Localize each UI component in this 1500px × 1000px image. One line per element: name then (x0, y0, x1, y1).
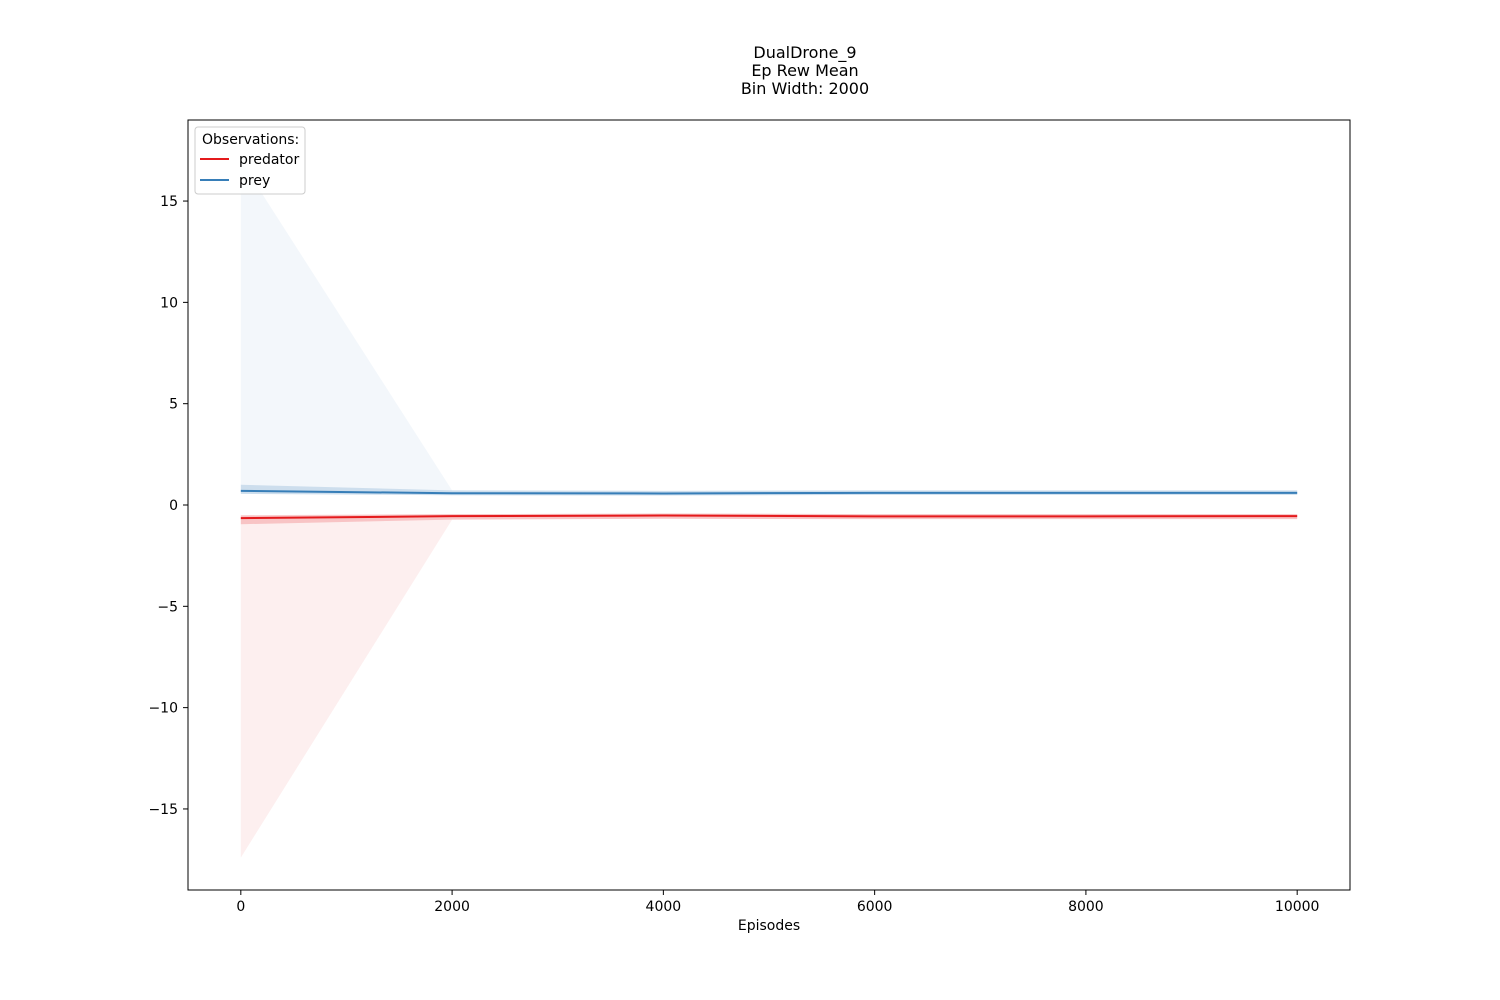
x-tick-label: 4000 (646, 899, 682, 915)
chart-title-line-3: Bin Width: 2000 (741, 79, 869, 98)
x-axis-ticks: 0 2000 4000 6000 8000 10000 (236, 890, 1319, 915)
chart-title-line-2: Ep Rew Mean (751, 61, 858, 80)
chart-title: DualDrone_9 Ep Rew Mean Bin Width: 2000 (741, 43, 869, 98)
legend-label-prey: prey (239, 173, 270, 189)
plot-frame (187, 119, 1351, 891)
series-lines (240, 489, 1298, 520)
y-tick-label: 10 (160, 295, 178, 311)
chart-title-line-1: DualDrone_9 (753, 43, 856, 63)
x-tick-label: 0 (236, 899, 245, 915)
x-tick-label: 10000 (1275, 899, 1320, 915)
legend: Observations: predator prey (194, 126, 306, 195)
legend-title: Observations: (202, 132, 299, 148)
band-prey-wide (240, 160, 1298, 496)
y-tick-label: 5 (169, 397, 178, 413)
y-tick-label: −5 (157, 599, 178, 615)
legend-box (194, 126, 306, 195)
y-tick-label: 15 (160, 194, 178, 210)
band-predator-wide (240, 513, 1298, 858)
y-tick-label: −10 (148, 701, 178, 717)
legend-label-predator: predator (239, 152, 299, 168)
x-tick-label: 6000 (857, 899, 893, 915)
y-axis-ticks: 15 10 5 0 −5 −10 −15 (148, 194, 188, 818)
x-tick-label: 2000 (434, 899, 470, 915)
y-tick-label: −15 (148, 802, 178, 818)
y-tick-label: 0 (169, 498, 178, 514)
x-axis-label: Episodes (738, 918, 800, 934)
confidence-bands (240, 160, 1298, 858)
line-predator (240, 514, 1298, 520)
line-prey (240, 489, 1298, 495)
x-tick-label: 8000 (1068, 899, 1104, 915)
